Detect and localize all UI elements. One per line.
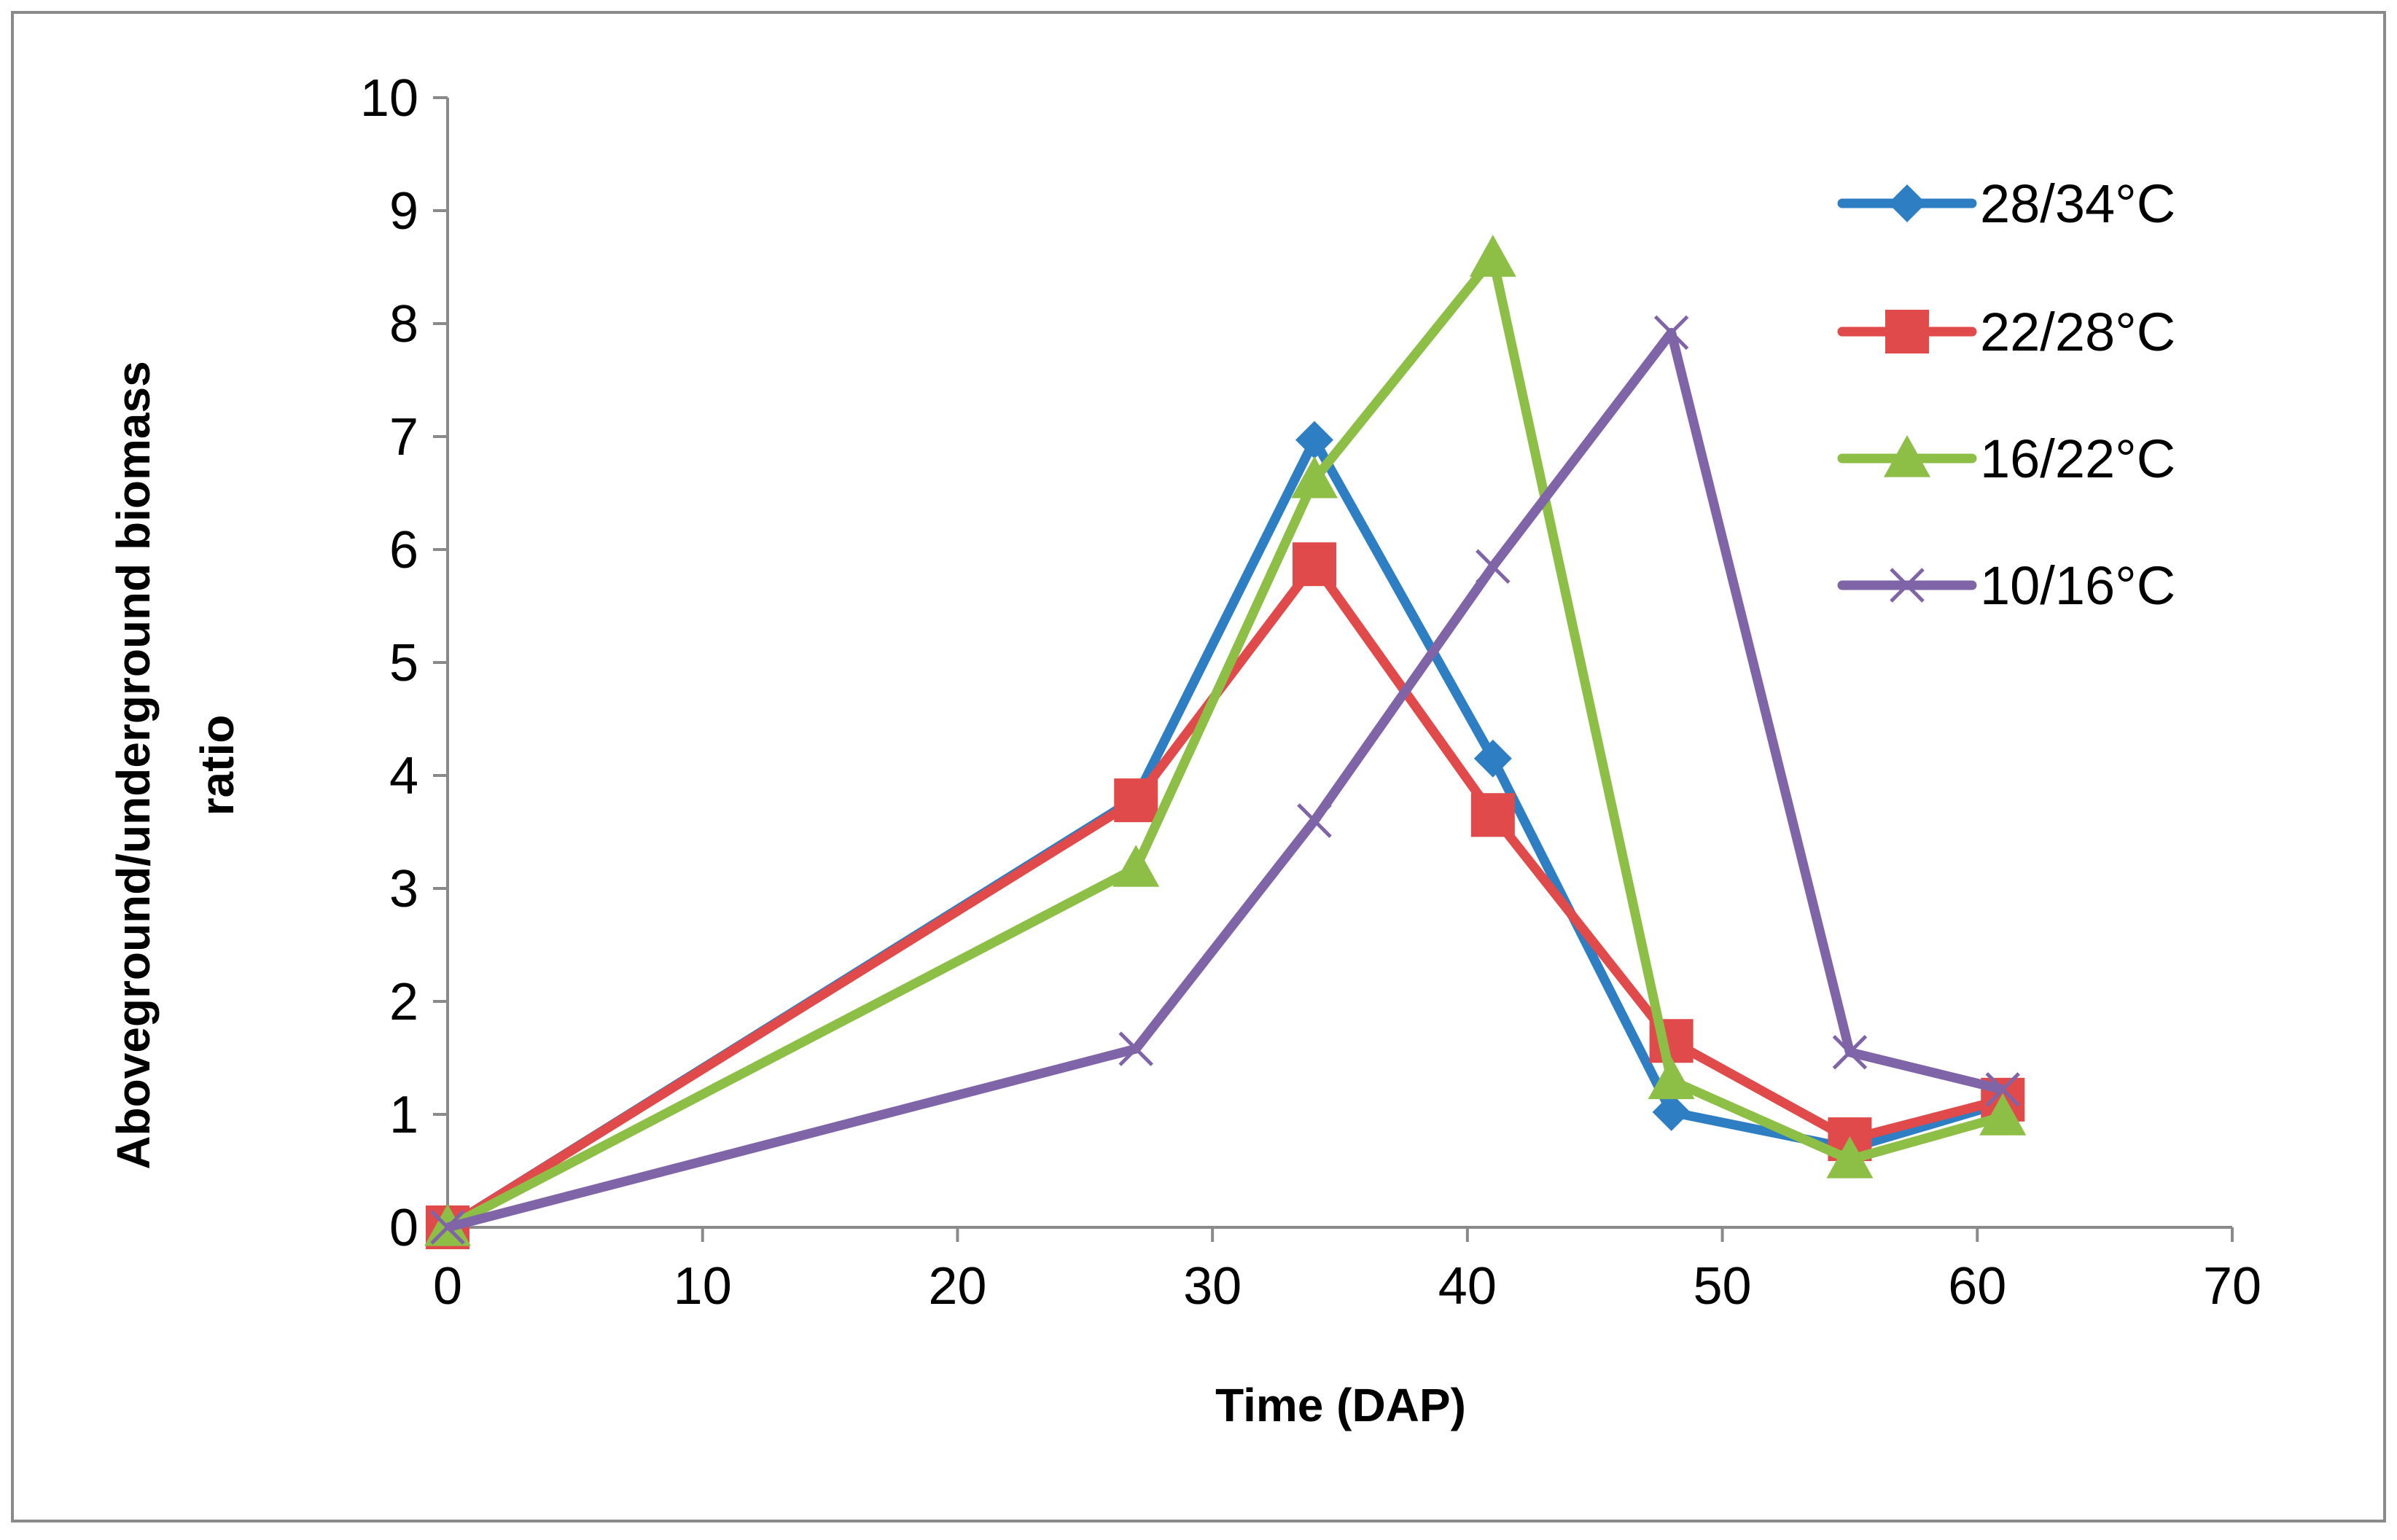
data-point	[1653, 315, 1689, 351]
legend-item: 28/34°C	[1837, 173, 2175, 234]
data-point	[430, 1210, 465, 1245]
legend-marker	[1885, 310, 1929, 353]
x-marker-stroke	[1297, 803, 1332, 838]
data-point	[1297, 803, 1332, 838]
x-axis-title: Time (DAP)	[1215, 1379, 1466, 1431]
data-point	[1114, 778, 1158, 823]
y-axis-title-line-1: Aboveground/underground biomass	[107, 361, 160, 1169]
legend-label: 28/34°C	[1980, 173, 2175, 234]
y-tick-label: 6	[389, 521, 418, 579]
x-tick-label: 50	[1694, 1257, 1752, 1316]
y-axis-title: Aboveground/underground biomass ratio	[107, 361, 243, 1169]
x-marker-stroke	[1985, 1072, 2021, 1107]
data-point	[1295, 421, 1334, 459]
x-marker-stroke	[1476, 549, 1511, 585]
data-point	[1476, 549, 1511, 585]
data-point	[1470, 793, 1515, 837]
x-marker-stroke	[1653, 315, 1689, 351]
legend-marker	[1890, 568, 1925, 603]
legend-item: 16/22°C	[1837, 429, 2175, 489]
legend-item: 22/28°C	[1837, 302, 2175, 362]
y-tick-label: 9	[389, 182, 418, 241]
legend-marker	[1884, 435, 1930, 477]
y-tick-label: 3	[389, 860, 418, 918]
axes: 0 1 2 3 4 5 6 7 8 9 10 0 10 20 30 40 50 60 70	[360, 69, 2261, 1316]
x-tick-label: 70	[2203, 1257, 2261, 1316]
y-tick-label: 10	[360, 69, 418, 128]
legend-label: 22/28°C	[1980, 302, 2175, 362]
legend-label: 16/22°C	[1980, 429, 2175, 489]
data-point	[1291, 456, 1338, 499]
x-marker-stroke	[1890, 568, 1925, 603]
x-marker-stroke	[1832, 1034, 1868, 1070]
data-point	[1473, 739, 1512, 778]
x-marker-stroke	[1118, 1031, 1153, 1066]
data-point	[1118, 1031, 1153, 1066]
data-point	[1469, 235, 1516, 277]
x-tick-label: 0	[433, 1257, 462, 1316]
series-group	[424, 235, 2027, 1249]
data-point	[1112, 845, 1160, 887]
legend-marker	[1888, 184, 1926, 222]
series-10-16	[430, 315, 2021, 1245]
data-point	[1985, 1072, 2021, 1107]
legend-label: 10/16°C	[1980, 555, 2175, 616]
data-point	[1652, 1093, 1691, 1131]
y-tick-label: 7	[389, 408, 418, 466]
x-tick-label: 20	[928, 1257, 986, 1316]
x-tick-label: 40	[1438, 1257, 1497, 1316]
data-point	[1832, 1034, 1868, 1070]
x-marker-stroke	[430, 1210, 465, 1245]
data-point	[1648, 1057, 1695, 1100]
chart-border	[11, 11, 2386, 1523]
data-point	[1979, 1093, 2027, 1136]
y-tick-label: 0	[389, 1199, 418, 1257]
data-point	[1826, 1136, 1874, 1179]
data-point	[1293, 542, 1337, 587]
x-tick-label: 60	[1948, 1257, 2006, 1316]
legend: 28/34°C 22/28°C 16/22°C 10/16°C	[1837, 173, 2175, 616]
legend-item: 10/16°C	[1837, 555, 2175, 616]
series-16-22	[424, 235, 2027, 1246]
y-tick-label: 4	[389, 747, 418, 805]
y-tick-label: 8	[389, 295, 418, 353]
y-tick-label: 1	[389, 1086, 418, 1144]
y-tick-label: 2	[389, 973, 418, 1031]
y-axis-title-line-2: ratio	[191, 715, 243, 816]
y-tick-label: 5	[389, 634, 418, 692]
x-tick-label: 10	[674, 1257, 732, 1316]
x-tick-label: 30	[1183, 1257, 1242, 1316]
